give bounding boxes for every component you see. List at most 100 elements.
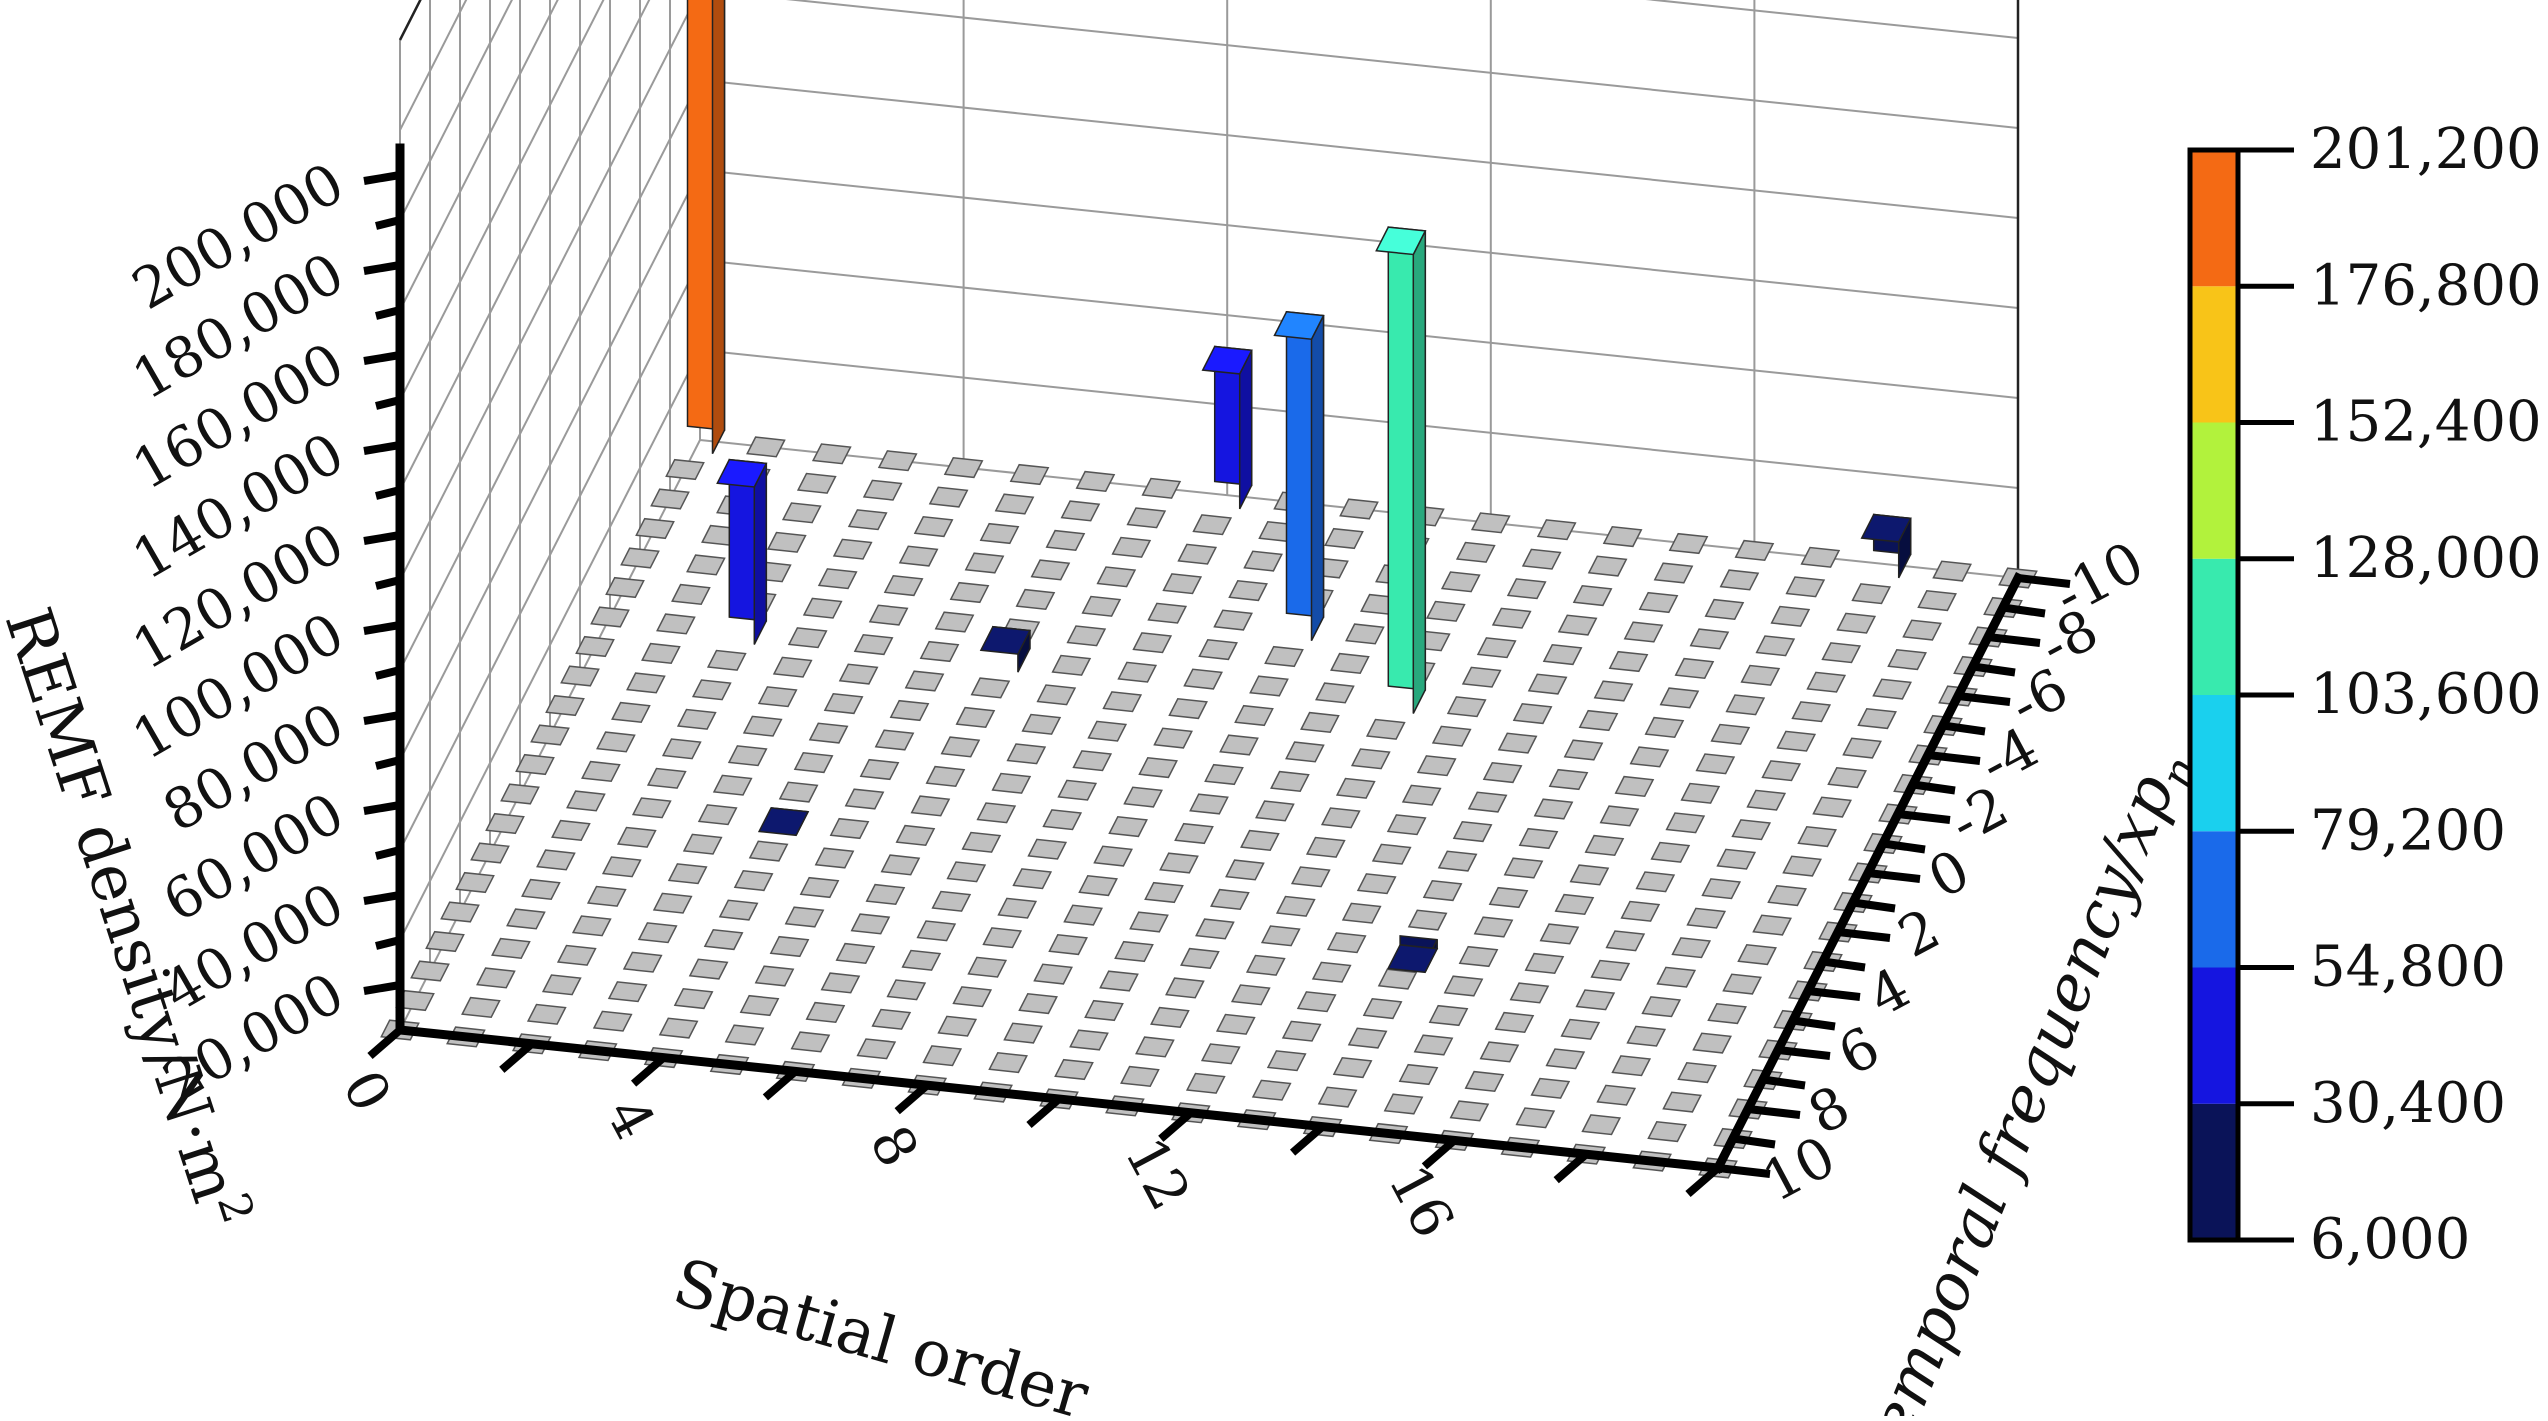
zero-marker — [1446, 696, 1487, 718]
x-tick — [367, 1026, 403, 1060]
zero-marker — [521, 878, 561, 901]
zero-marker — [665, 458, 705, 481]
zero-marker — [1740, 664, 1781, 686]
zero-marker — [1590, 959, 1631, 981]
zero-marker — [1857, 707, 1897, 730]
zero-marker — [1932, 560, 1972, 582]
z-tick — [363, 711, 401, 725]
zero-marker — [1422, 879, 1463, 902]
zero-marker — [1260, 925, 1301, 947]
x-tick — [1553, 1151, 1589, 1184]
zero-marker — [1281, 1020, 1322, 1042]
zero-marker — [631, 797, 672, 819]
zero-marker — [575, 635, 615, 658]
bar-top — [716, 458, 768, 488]
zero-marker — [667, 863, 708, 885]
zero-marker — [1285, 741, 1325, 763]
bar — [1273, 310, 1325, 642]
zero-marker — [1147, 602, 1188, 624]
zero-marker — [1030, 559, 1071, 581]
zero-marker — [1081, 595, 1122, 617]
zero-marker — [590, 606, 630, 628]
zero-marker — [1587, 555, 1628, 577]
zero-marker — [1602, 525, 1643, 548]
zero-marker — [581, 760, 621, 783]
y-tick — [1867, 869, 1921, 883]
zero-marker — [1015, 588, 1056, 611]
zero-marker — [656, 613, 696, 635]
zero-marker — [1177, 543, 1218, 565]
zero-marker — [1075, 470, 1116, 493]
zero-marker — [491, 937, 531, 960]
side-wall-horizontal-gridline — [399, 0, 468, 131]
zero-marker — [605, 576, 645, 599]
zero-marker — [922, 1045, 963, 1067]
zero-marker — [1159, 852, 1199, 874]
zero-marker — [835, 942, 876, 965]
zero-marker — [1674, 657, 1715, 680]
zero-marker — [1407, 909, 1448, 931]
zero-marker — [1102, 691, 1143, 713]
zero-marker — [1575, 989, 1616, 1011]
zero-marker — [1425, 600, 1466, 622]
zero-marker — [1138, 756, 1178, 779]
bar-side — [1310, 315, 1325, 642]
zero-marker — [1641, 996, 1682, 1018]
zero-marker — [1320, 807, 1361, 829]
zero-marker — [802, 597, 843, 619]
side-wall-horizontal-gridline — [399, 0, 513, 221]
y-tick — [1747, 1105, 1801, 1119]
zero-marker — [1626, 1025, 1667, 1047]
colorbar-tick-label: 6,000 — [2310, 1207, 2470, 1272]
zero-marker — [1341, 902, 1382, 924]
bars — [686, 0, 1912, 974]
zero-marker — [1515, 1107, 1556, 1129]
zero-marker — [769, 935, 810, 958]
zero-marker — [1668, 532, 1709, 555]
zero-marker — [1330, 652, 1370, 675]
zero-marker — [1686, 907, 1727, 929]
zero-marker — [1680, 782, 1721, 804]
zero-marker — [637, 922, 678, 944]
y-tick — [1972, 662, 2016, 677]
bar-top — [1273, 311, 1325, 340]
zero-marker — [790, 1031, 831, 1053]
zero-marker — [910, 795, 951, 817]
x-tick — [1685, 1164, 1721, 1198]
zero-marker — [691, 679, 732, 701]
zero-marker — [1051, 654, 1092, 676]
zero-marker — [1560, 1018, 1601, 1040]
zero-marker — [1761, 760, 1802, 782]
zero-marker — [1305, 836, 1346, 858]
zero-marker — [994, 493, 1035, 515]
zero-marker — [829, 817, 870, 840]
zero-marker — [1213, 609, 1253, 631]
zero-marker — [1518, 827, 1559, 850]
zero-marker — [1734, 539, 1775, 562]
zero-marker — [541, 974, 582, 996]
zero-marker — [1719, 569, 1760, 591]
zero-marker — [1581, 1114, 1622, 1136]
zero-marker — [856, 1038, 897, 1060]
zero-marker — [742, 715, 783, 737]
zero-marker — [1659, 687, 1700, 709]
zero-marker — [1150, 1006, 1190, 1029]
zero-marker — [1365, 718, 1406, 740]
zero-marker — [853, 633, 894, 656]
zero-marker — [673, 987, 714, 1010]
z-tick — [363, 981, 401, 995]
x-tick-label: 8 — [856, 1116, 930, 1178]
colorbar-tick-label: 201,200 — [2310, 117, 2542, 182]
zero-marker — [847, 509, 888, 531]
zero-marker — [620, 547, 660, 569]
colorbar-tick-label: 30,400 — [2310, 1071, 2506, 1136]
back-wall-horizontal-gridline — [699, 259, 2019, 399]
zero-marker — [1671, 937, 1712, 959]
zero-marker — [1356, 873, 1397, 895]
bar-top — [1201, 345, 1253, 375]
zero-marker — [1275, 895, 1316, 917]
zero-marker — [1045, 529, 1086, 552]
y-tick — [1822, 957, 1866, 972]
